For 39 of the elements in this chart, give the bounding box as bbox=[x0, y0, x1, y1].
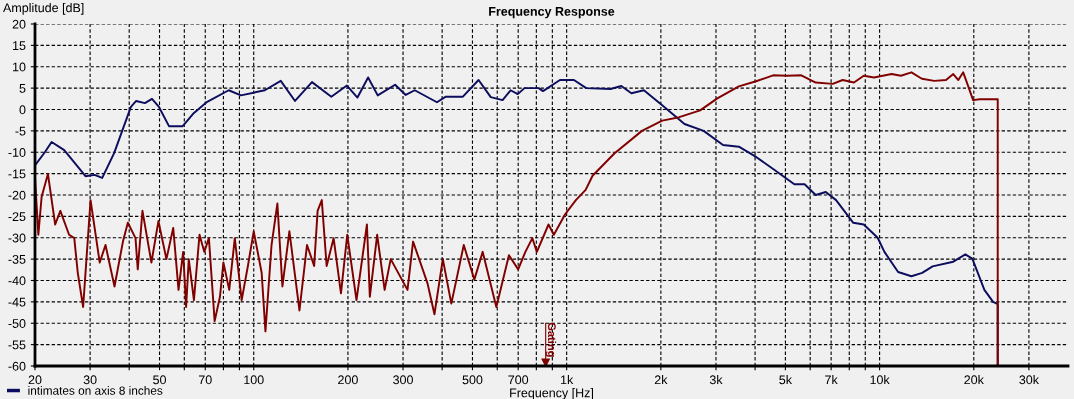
x-tick-label: 700 bbox=[508, 375, 529, 385]
legend-label: intimates on axis 8 inches bbox=[28, 386, 163, 395]
y-tick-label: 5 bbox=[19, 84, 26, 93]
y-tick-label: 20 bbox=[12, 19, 26, 29]
y-tick-label: -50 bbox=[8, 319, 26, 328]
y-tick-label: 10 bbox=[13, 62, 26, 72]
x-tick-label: 10k bbox=[870, 375, 890, 385]
x-tick-label: 5k bbox=[779, 375, 793, 385]
x-tick-label: 20 bbox=[28, 375, 42, 385]
x-tick-label: 30 bbox=[83, 375, 97, 385]
y-tick-label: -60 bbox=[8, 361, 26, 371]
y-tick-label: -20 bbox=[8, 190, 26, 200]
x-tick-label: 70 bbox=[198, 375, 212, 385]
y-tick-label: -5 bbox=[15, 126, 26, 136]
x-tick-label: 3k bbox=[709, 375, 723, 385]
x-tick-label: 100 bbox=[244, 375, 264, 385]
y-tick-label: -10 bbox=[8, 148, 26, 157]
x-tick-label: 50 bbox=[153, 375, 166, 385]
y-axis-title: Amplitude [dB] bbox=[3, 3, 84, 15]
x-tick-label: 20k bbox=[964, 375, 984, 385]
y-tick-label: -30 bbox=[8, 233, 26, 243]
x-tick-label: 200 bbox=[338, 375, 358, 385]
x-tick-label: 1k bbox=[561, 375, 574, 385]
ref-line-label: Gating bbox=[545, 322, 557, 357]
y-tick-label: 0 bbox=[19, 105, 26, 115]
x-tick-label: 300 bbox=[393, 375, 413, 385]
y-tick-label: -25 bbox=[8, 212, 26, 222]
x-tick-label: 30k bbox=[1019, 375, 1039, 385]
y-tick-label: -55 bbox=[8, 340, 26, 350]
chart-title: Frequency Response bbox=[489, 7, 615, 19]
y-tick-label: 15 bbox=[13, 41, 26, 51]
x-tick-label: 2k bbox=[654, 375, 668, 385]
x-tick-label: 7k bbox=[825, 375, 838, 385]
y-tick-label: -45 bbox=[8, 297, 26, 307]
y-tick-label: -40 bbox=[8, 276, 26, 286]
y-tick-label: -15 bbox=[8, 169, 26, 179]
y-tick-label: -35 bbox=[8, 254, 26, 264]
x-axis-title: Frequency [Hz] bbox=[510, 388, 593, 399]
x-tick-label: 500 bbox=[462, 375, 483, 385]
